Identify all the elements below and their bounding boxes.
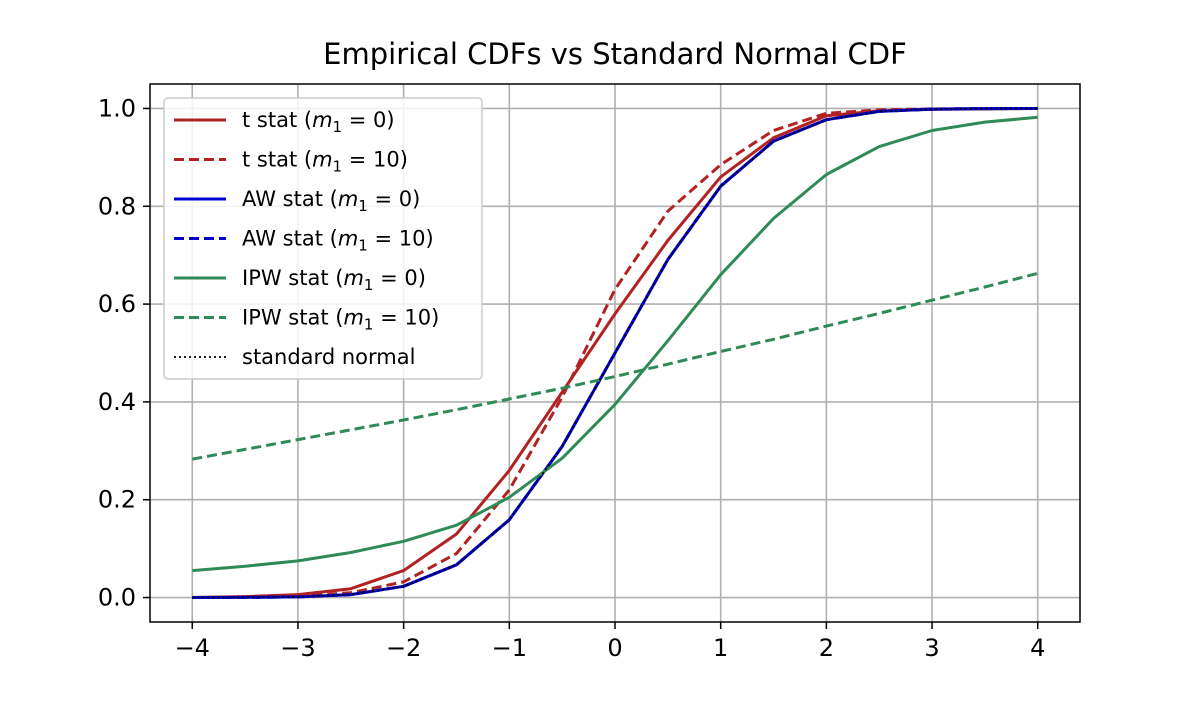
y-tick-label: 1.0 xyxy=(98,94,136,122)
y-tick-label: 0.4 xyxy=(98,388,136,416)
x-tick-label: 4 xyxy=(1030,634,1045,662)
chart-title: Empirical CDFs vs Standard Normal CDF xyxy=(323,37,907,71)
x-tick-label: −3 xyxy=(280,634,315,662)
legend-label-1: t stat (m1 = 10) xyxy=(242,148,408,176)
legend-label-3: AW stat (m1 = 10) xyxy=(242,227,434,255)
legend-label-5: IPW stat (m1 = 10) xyxy=(242,306,439,334)
legend-label-6: standard normal xyxy=(242,345,415,369)
x-tick-label: −2 xyxy=(386,634,421,662)
x-tick-label: −1 xyxy=(492,634,527,662)
legend-label-0: t stat (m1 = 0) xyxy=(242,108,395,136)
y-tick-label: 0.8 xyxy=(98,192,136,220)
x-tick-label: −4 xyxy=(175,634,210,662)
legend-label-4: IPW stat (m1 = 0) xyxy=(242,266,426,294)
legend: t stat (m1 = 0) t stat (m1 = 10) AW stat (… xyxy=(164,98,482,379)
y-tick-label: 0.6 xyxy=(98,290,136,318)
x-tick-label: 2 xyxy=(819,634,834,662)
x-tick-label: 3 xyxy=(924,634,939,662)
y-tick-label: 0.2 xyxy=(98,486,136,514)
x-tick-label: 1 xyxy=(713,634,728,662)
x-tick-label: 0 xyxy=(607,634,622,662)
y-tick-label: 0.0 xyxy=(98,584,136,612)
legend-label-2: AW stat (m1 = 0) xyxy=(242,187,420,215)
